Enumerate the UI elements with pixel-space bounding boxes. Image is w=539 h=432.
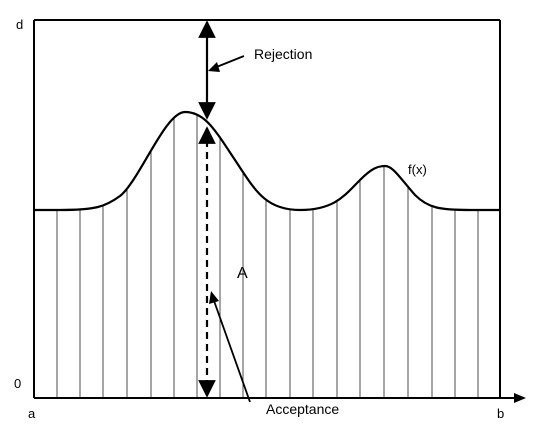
label-fx: f(x): [408, 162, 427, 177]
x-axis-arrowhead: [514, 393, 526, 403]
label-zero: 0: [14, 376, 21, 391]
fx-curve: [34, 110, 500, 212]
rejection-pointer-line: [213, 55, 245, 69]
acceptance-pointer-line: [212, 297, 251, 403]
rejection-pointer-arrowhead: [208, 62, 220, 72]
area-hatching: [56, 112, 479, 398]
label-d: d: [16, 17, 23, 32]
acceptance-pointer-arrowhead: [209, 291, 219, 304]
label-region-a: A: [237, 265, 248, 282]
label-b: b: [497, 406, 504, 421]
label-rejection: Rejection: [254, 46, 312, 62]
label-a: a: [28, 406, 36, 421]
label-acceptance: Acceptance: [266, 401, 339, 417]
